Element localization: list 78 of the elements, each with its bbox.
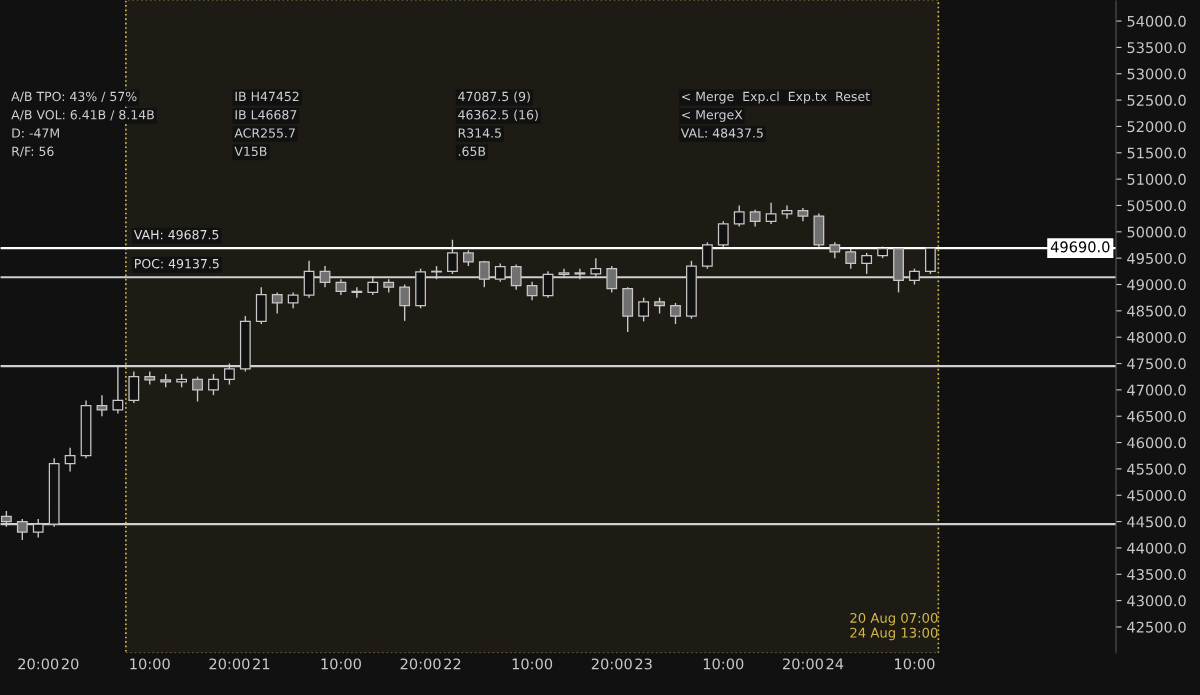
annotation: < Merge Exp.cl Exp.tx Reset xyxy=(682,91,870,104)
annotation: D: -47M xyxy=(12,128,59,138)
y-tick-label: 53000.0 xyxy=(1127,68,1186,80)
y-tick-label: 43000.0 xyxy=(1127,595,1186,607)
annotation: A/B TPO: 43% / 57% xyxy=(11,91,137,103)
annotation: 47087.5 (9) xyxy=(458,91,530,103)
annotation: A/B VOL: 6.41B / 8.14B xyxy=(11,109,154,121)
candlestick xyxy=(208,373,219,396)
x-tick-label: 10:00 xyxy=(321,658,361,670)
y-tick-label: 42500.0 xyxy=(1127,621,1186,633)
candlestick xyxy=(733,204,745,228)
candlestick xyxy=(96,394,108,417)
y-tick-label: 48500.0 xyxy=(1127,305,1186,317)
candlestick xyxy=(638,296,650,323)
y-tick-label: 48000.0 xyxy=(1127,331,1186,343)
x-tick-label: 22 xyxy=(444,658,461,670)
candlestick xyxy=(128,370,140,404)
candlestick xyxy=(924,246,936,275)
candlestick xyxy=(271,291,283,315)
annotation: .65B xyxy=(458,146,486,157)
y-tick-label: 45500.0 xyxy=(1127,463,1186,475)
y-tick-label: 50500.0 xyxy=(1127,200,1186,212)
annotation: POC: 49137.5 xyxy=(135,258,219,269)
annotation: R/F: 56 xyxy=(12,146,54,157)
x-tick-label: 24 xyxy=(826,658,844,670)
y-tick-label: 54000.0 xyxy=(1127,15,1186,27)
x-tick-label: 20:00 xyxy=(591,658,632,670)
x-tick-label: 21 xyxy=(253,658,270,670)
y-tick-label: 45000.0 xyxy=(1127,489,1186,501)
candlestick xyxy=(717,220,729,249)
candlestick xyxy=(192,376,203,403)
y-tick-label: 52000.0 xyxy=(1127,121,1186,133)
y-tick-label: 47500.0 xyxy=(1127,358,1186,370)
candlestick xyxy=(447,239,458,275)
candlestick xyxy=(845,246,857,270)
annotation: R314.5 xyxy=(458,128,501,138)
y-tick-label: 44000.0 xyxy=(1127,542,1186,554)
annotation: VAL: 48437.5 xyxy=(680,128,763,138)
y-tick-label: 49000.0 xyxy=(1127,279,1186,291)
x-tick-label: 20:00 xyxy=(783,658,823,670)
y-tick-label: 50000.0 xyxy=(1127,226,1186,238)
y-tick-label: 53500.0 xyxy=(1127,42,1186,54)
candlestick xyxy=(526,281,538,302)
candlestick xyxy=(781,204,793,220)
annotation: V15B xyxy=(234,146,267,157)
y-tick-label: 52500.0 xyxy=(1127,94,1186,106)
y-tick-label: 51500.0 xyxy=(1127,147,1186,159)
x-tick-label: 20 xyxy=(61,658,79,670)
y-tick-label: 43500.0 xyxy=(1127,568,1186,581)
y-tick-label: 47000.0 xyxy=(1127,384,1186,396)
annotation: < MergeX xyxy=(682,110,743,122)
y-tick-label: 49500.0 xyxy=(1127,252,1186,264)
annotation: 46362.5 (16) xyxy=(458,109,538,121)
candlestick xyxy=(64,447,76,473)
x-tick-label: 20:00 xyxy=(18,658,59,670)
band-label: 20 Aug 07:00 24 Aug 13:00 xyxy=(850,612,938,641)
candlestick xyxy=(670,302,681,325)
x-tick-label: 10:00 xyxy=(703,658,744,670)
x-tick-label: 23 xyxy=(635,658,652,670)
candlestick xyxy=(765,202,777,225)
ref-line-label: 49690.0 xyxy=(1050,241,1110,253)
annotation: IB H47452 xyxy=(235,91,299,102)
x-tick-label: 10:00 xyxy=(130,658,170,670)
annotation: ACR255.7 xyxy=(234,128,295,138)
y-tick-label: 46000.0 xyxy=(1127,437,1186,449)
x-tick-label: 10:00 xyxy=(895,658,935,670)
candlestick xyxy=(399,283,411,322)
x-tick-label: 10:00 xyxy=(512,658,553,670)
annotation: VAH: 49687.5 xyxy=(133,229,219,240)
y-tick-label: 44500.0 xyxy=(1127,516,1186,528)
x-tick-label: 20:00 xyxy=(209,658,250,670)
x-tick-label: 20:00 xyxy=(400,658,441,670)
y-tick-label: 46500.0 xyxy=(1127,410,1186,422)
candlestick xyxy=(351,286,363,299)
y-tick-label: 51000.0 xyxy=(1127,173,1186,185)
candlestick xyxy=(861,252,873,275)
candlestick xyxy=(701,241,713,270)
annotation: IB L46687 xyxy=(235,109,297,120)
